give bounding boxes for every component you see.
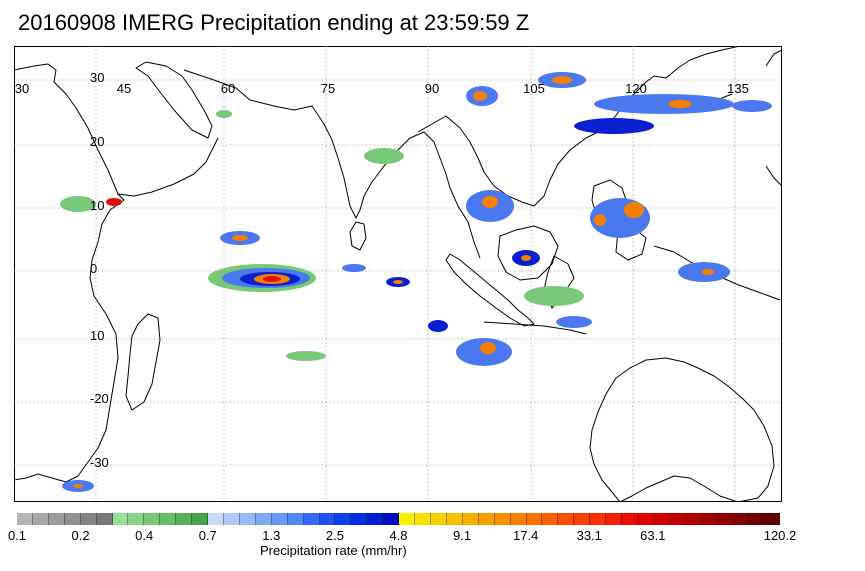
colorbar-swatch xyxy=(462,513,479,525)
colorbar-swatch xyxy=(606,513,623,525)
colorbar-swatch xyxy=(367,513,384,525)
lon-label: 135 xyxy=(727,81,749,96)
lon-label: 30 xyxy=(15,81,29,96)
colorbar-tick-label: 0.7 xyxy=(198,528,217,543)
colorbar-swatch xyxy=(733,513,750,525)
colorbar-swatch xyxy=(80,513,97,525)
colorbar-tick-label: 0.2 xyxy=(71,528,90,543)
colorbar-swatch xyxy=(48,513,65,525)
colorbar-swatch xyxy=(223,513,240,525)
longitude-labels: 30 45 60 75 90 105 120 135 xyxy=(15,81,749,96)
lat-label: -30 xyxy=(90,455,109,470)
colorbar-swatch xyxy=(176,513,193,525)
colorbar-swatch xyxy=(303,513,320,525)
colorbar-tick-label: 120.2 xyxy=(763,528,797,543)
colorbar-swatch xyxy=(64,513,81,525)
colorbar-swatch xyxy=(622,513,638,525)
colorbar-swatch xyxy=(17,513,33,525)
colorbar-swatch xyxy=(526,513,543,525)
colorbar-swatch xyxy=(749,513,766,525)
colorbar-swatch xyxy=(430,513,447,525)
colorbar-swatch xyxy=(383,513,400,525)
colorbar-swatch xyxy=(510,513,527,525)
colorbar-swatch xyxy=(96,513,113,525)
colorbar-swatch xyxy=(208,513,224,525)
lon-label: 120 xyxy=(625,81,647,96)
colorbar-tick-label: 63.1 xyxy=(640,528,666,543)
colorbar-swatch xyxy=(399,513,416,525)
colorbar-tick-label: 33.1 xyxy=(576,528,602,543)
colorbar-swatch xyxy=(160,513,177,525)
precipitation-cells xyxy=(60,72,772,492)
lat-label: 10 xyxy=(90,328,104,343)
colorbar-swatch xyxy=(351,513,368,525)
colorbar-swatch xyxy=(590,513,607,525)
colorbar-swatch xyxy=(239,513,256,525)
colorbar-tick-label: 4.8 xyxy=(389,528,408,543)
colorbar-swatch xyxy=(558,513,575,525)
map-title: 20160908 IMERG Precipitation ending at 2… xyxy=(18,10,530,35)
colorbar-swatch xyxy=(542,513,559,525)
colorbar-swatch xyxy=(287,513,304,525)
colorbar-swatch xyxy=(319,513,336,525)
colorbar-swatch xyxy=(653,513,670,525)
colorbar-swatch xyxy=(765,513,781,525)
colorbar-swatch xyxy=(32,513,49,525)
lat-label: 10 xyxy=(90,198,104,213)
colorbar-swatch xyxy=(701,513,718,525)
colorbar-swatch xyxy=(478,513,495,525)
lon-label: 45 xyxy=(117,81,131,96)
colorbar-swatch xyxy=(446,513,463,525)
colorbar-swatch xyxy=(144,513,161,525)
colorbar-tick-label: 1.3 xyxy=(262,528,281,543)
colorbar-title: Precipitation rate (mm/hr) xyxy=(260,543,407,558)
lat-label: 20 xyxy=(90,134,104,149)
colorbar-swatch xyxy=(669,513,686,525)
lon-label: 60 xyxy=(221,81,235,96)
colorbar-swatch xyxy=(685,513,702,525)
map-frame xyxy=(14,46,782,502)
colorbar-swatch xyxy=(574,513,591,525)
colorbar-swatch xyxy=(128,513,145,525)
graticule xyxy=(14,46,782,502)
colorbar-swatch xyxy=(335,513,352,525)
lon-label: 105 xyxy=(523,81,545,96)
colorbar-swatch xyxy=(271,513,288,525)
lat-label: -20 xyxy=(90,391,109,406)
colorbar-tick-label: 0.4 xyxy=(135,528,154,543)
precipitation-map: 30 45 60 75 90 105 120 135 30 20 10 0 10… xyxy=(14,46,782,502)
colorbar-swatch xyxy=(112,513,129,525)
colorbar-swatch xyxy=(255,513,272,525)
colorbar-swatch xyxy=(637,513,654,525)
latitude-labels: 30 20 10 0 10 -20 -30 xyxy=(90,70,109,470)
colorbar-swatch xyxy=(192,513,209,525)
colorbar-swatch xyxy=(415,513,431,525)
lat-label: 0 xyxy=(90,261,97,276)
colorbar-tick-label: 0.1 xyxy=(7,528,27,543)
lat-label: 30 xyxy=(90,70,104,85)
lon-label: 90 xyxy=(425,81,439,96)
colorbar-tick-label: 2.5 xyxy=(325,528,344,543)
colorbar-tick-label: 9.1 xyxy=(453,528,472,543)
colorbar-swatch xyxy=(494,513,511,525)
colorbar-swatch xyxy=(717,513,734,525)
lon-label: 75 xyxy=(321,81,335,96)
colorbar xyxy=(17,513,781,525)
colorbar-tick-label: 17.4 xyxy=(513,528,539,543)
